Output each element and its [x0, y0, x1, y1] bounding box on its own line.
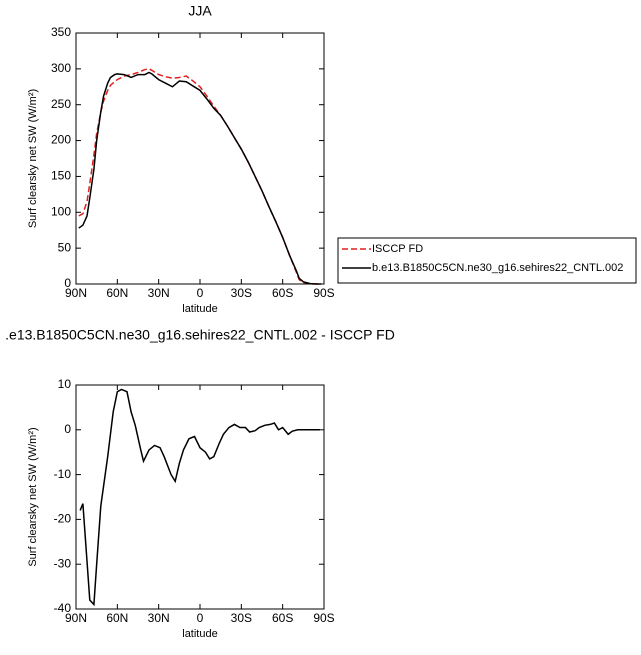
- x-tick-label: 90S: [313, 611, 334, 625]
- x-tick-label: 90S: [313, 286, 334, 300]
- y-tick-label: 200: [51, 133, 71, 147]
- legend-label: ISCCP FD: [372, 243, 423, 255]
- data-line: [78, 68, 322, 285]
- y-tick-label: 50: [58, 240, 72, 254]
- y-tick-label: 250: [51, 97, 71, 111]
- x-tick-label: 30N: [148, 286, 170, 300]
- data-line: [79, 388, 320, 607]
- x-tick-label: 60N: [106, 286, 128, 300]
- y-tick-label: 350: [51, 25, 71, 39]
- x-tick-label: 30S: [231, 611, 252, 625]
- x-tick-label: 30N: [148, 611, 170, 625]
- x-axis-label: latitude: [182, 303, 217, 315]
- y-axis-label: Surf clearsky net SW (W/m²): [27, 89, 39, 228]
- y-tick-label: 0: [64, 422, 71, 436]
- x-tick-label: 90N: [65, 286, 87, 300]
- chart-title: JJA: [188, 3, 212, 19]
- legend-label: b.e13.B1850C5CN.ne30_g16.sehires22_CNTL.…: [372, 262, 623, 274]
- y-tick-label: -20: [54, 512, 72, 526]
- x-tick-label: 0: [197, 286, 204, 300]
- plot-frame: [75, 32, 325, 285]
- y-tick-label: -10: [54, 467, 72, 481]
- x-tick-label: 90N: [65, 611, 87, 625]
- y-axis-label: Surf clearsky net SW (W/m²): [27, 427, 39, 566]
- y-tick-label: 10: [58, 377, 72, 391]
- x-tick-label: 30S: [231, 286, 252, 300]
- y-tick-label: 150: [51, 169, 71, 183]
- y-tick-label: 0: [64, 276, 71, 290]
- x-tick-label: 60S: [272, 286, 293, 300]
- y-tick-label: 300: [51, 61, 71, 75]
- x-axis-label: latitude: [182, 628, 217, 640]
- x-tick-label: 0: [197, 611, 204, 625]
- plot-frame: [75, 384, 325, 610]
- chart-title: .e13.B1850C5CN.ne30_g16.sehires22_CNTL.0…: [5, 327, 395, 343]
- y-tick-label: -40: [54, 601, 72, 615]
- x-tick-label: 60N: [106, 611, 128, 625]
- legend-box: [337, 237, 637, 284]
- data-line: [78, 71, 322, 285]
- y-tick-label: -30: [54, 556, 72, 570]
- y-tick-label: 100: [51, 204, 71, 218]
- x-tick-label: 60S: [272, 611, 293, 625]
